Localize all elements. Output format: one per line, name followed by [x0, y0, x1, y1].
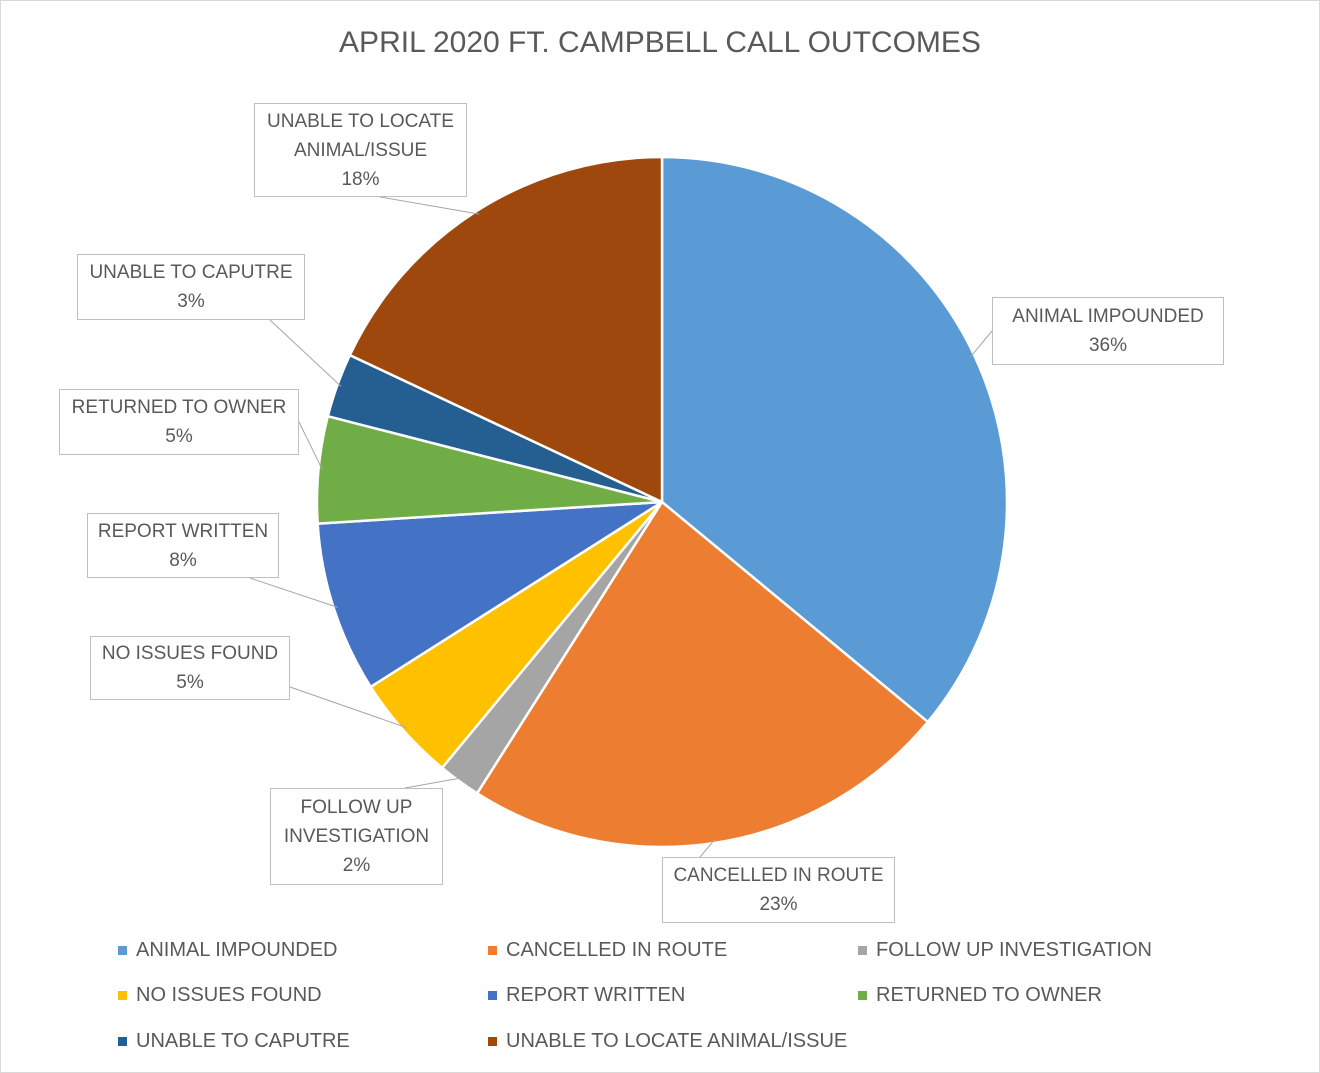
- legend-label: CANCELLED IN ROUTE: [506, 939, 728, 961]
- data-label-name: NO ISSUES FOUND: [101, 643, 279, 664]
- data-label-name: RETURNED TO OWNER: [71, 397, 287, 418]
- legend-swatch: [488, 991, 497, 1000]
- legend-item: CANCELLED IN ROUTE: [488, 939, 727, 962]
- leader-line: [970, 330, 993, 358]
- legend-item: FOLLOW UP INVESTIGATION: [858, 939, 1152, 962]
- data-label-value: 23%: [759, 894, 798, 915]
- legend-item: RETURNED TO OWNER: [858, 984, 1102, 1007]
- legend-item: UNABLE TO LOCATE ANIMAL/ISSUE: [488, 1030, 847, 1053]
- data-label-value: 5%: [176, 672, 204, 693]
- data-label: RETURNED TO OWNER 5%: [59, 389, 299, 455]
- pie-slice: [348, 155, 664, 504]
- pie-slice: [475, 500, 930, 849]
- legend-label: NO ISSUES FOUND: [136, 984, 322, 1006]
- data-label: UNABLE TO LOCATE ANIMAL/ISSUE 18%: [254, 103, 467, 197]
- legend-swatch: [118, 991, 127, 1000]
- legend-label: FOLLOW UP INVESTIGATION: [876, 939, 1152, 961]
- data-label: FOLLOW UP INVESTIGATION 2%: [270, 788, 443, 885]
- legend-item: ANIMAL IMPOUNDED: [118, 939, 338, 962]
- leader-line: [249, 577, 338, 608]
- data-label-value: 36%: [1088, 335, 1128, 356]
- pie-slice: [316, 500, 663, 689]
- legend-label: RETURNED TO OWNER: [876, 984, 1102, 1006]
- leader-line: [699, 838, 716, 858]
- data-label: ANIMAL IMPOUNDED 36%: [992, 297, 1224, 365]
- leader-line: [298, 421, 323, 471]
- leader-line: [289, 686, 407, 728]
- legend-swatch: [858, 991, 867, 1000]
- legend-item: NO ISSUES FOUND: [118, 984, 322, 1007]
- legend-swatch: [858, 946, 867, 955]
- data-label-name: UNABLE TO LOCATE ANIMAL/ISSUE: [267, 110, 454, 161]
- legend-label: UNABLE TO CAPUTRE: [136, 1030, 350, 1052]
- data-label: CANCELLED IN ROUTE 23%: [662, 857, 895, 923]
- data-label-name: ANIMAL IMPOUNDED: [1012, 306, 1204, 327]
- legend-swatch: [488, 1037, 497, 1046]
- data-label-value: 8%: [169, 549, 197, 571]
- legend-label: UNABLE TO LOCATE ANIMAL/ISSUE: [506, 1030, 848, 1052]
- data-label-value: 2%: [342, 855, 371, 876]
- data-label-value: 5%: [165, 426, 193, 447]
- legend-swatch: [118, 1037, 127, 1046]
- leader-line: [379, 196, 480, 215]
- legend-swatch: [488, 946, 497, 955]
- data-label-name: REPORT WRITTEN: [97, 520, 269, 542]
- legend-label: REPORT WRITTEN: [506, 984, 686, 1006]
- data-label: REPORT WRITTEN 8%: [87, 513, 279, 578]
- data-label: UNABLE TO CAPUTRE 3%: [77, 254, 305, 320]
- data-label-name: FOLLOW UP INVESTIGATION: [283, 797, 430, 847]
- data-label-name: UNABLE TO CAPUTRE: [89, 262, 293, 283]
- pie-slice: [660, 155, 1009, 724]
- data-label-value: 3%: [177, 291, 205, 312]
- legend-item: UNABLE TO CAPUTRE: [118, 1030, 350, 1053]
- legend-label: ANIMAL IMPOUNDED: [136, 939, 338, 961]
- data-label-value: 18%: [341, 168, 380, 190]
- legend-swatch: [118, 946, 127, 955]
- leader-line: [269, 319, 342, 387]
- chart-title: APRIL 2020 FT. CAMPBELL CALL OUTCOMES: [339, 26, 981, 59]
- data-label: NO ISSUES FOUND 5%: [90, 636, 290, 700]
- data-label-name: CANCELLED IN ROUTE: [673, 865, 884, 886]
- leader-line: [404, 777, 462, 789]
- legend-item: REPORT WRITTEN: [488, 984, 685, 1007]
